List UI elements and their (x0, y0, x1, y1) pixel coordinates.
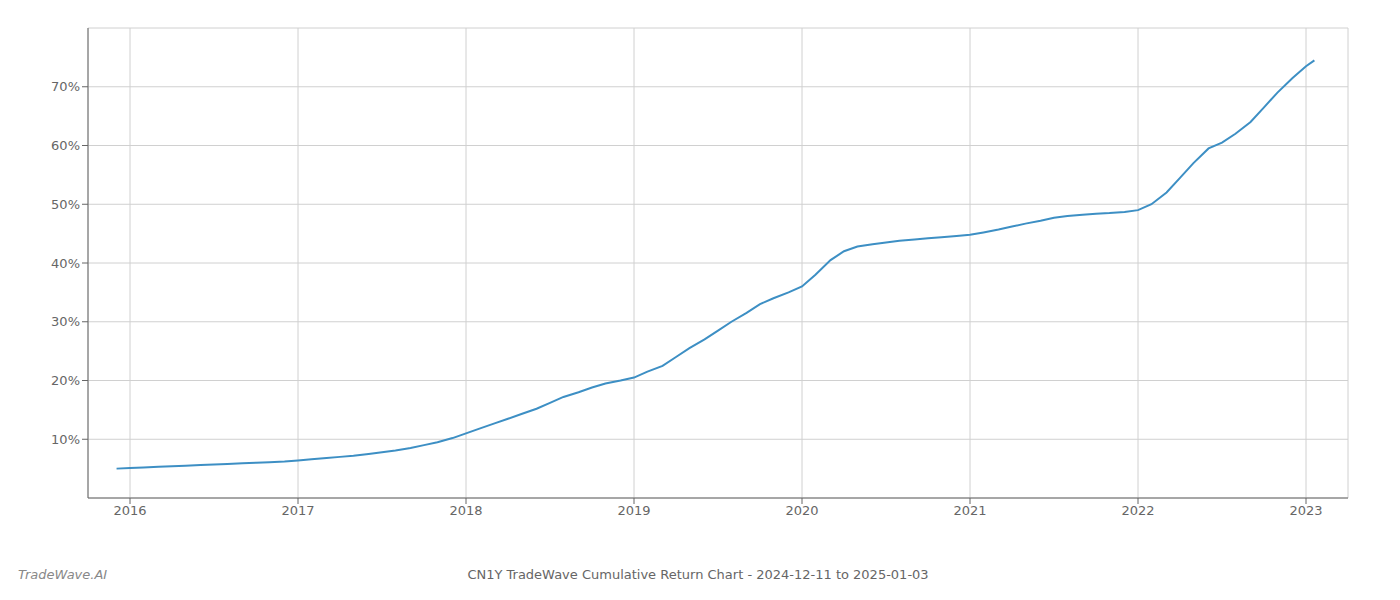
svg-text:20%: 20% (51, 373, 80, 388)
svg-text:10%: 10% (51, 432, 80, 447)
svg-text:2016: 2016 (113, 503, 146, 518)
html-text:TradeWave.AI: TradeWave.AI (18, 567, 108, 582)
svg-text:70%: 70% (51, 79, 80, 94)
svg-text:2022: 2022 (1121, 503, 1154, 518)
svg-text:30%: 30% (51, 314, 80, 329)
svg-text:2023: 2023 (1289, 503, 1322, 518)
svg-text:50%: 50% (51, 197, 80, 212)
svg-text:2021: 2021 (953, 503, 986, 518)
svg-text:60%: 60% (51, 138, 80, 153)
svg-text:2017: 2017 (281, 503, 314, 518)
svg-text:2020: 2020 (785, 503, 818, 518)
svg-text:40%: 40% (51, 256, 80, 271)
svg-text:2018: 2018 (449, 503, 482, 518)
html-text:CN1Y TradeWave Cumulative Retu: CN1Y TradeWave Cumulative Return Chart -… (467, 567, 929, 582)
svg-text:2019: 2019 (617, 503, 650, 518)
